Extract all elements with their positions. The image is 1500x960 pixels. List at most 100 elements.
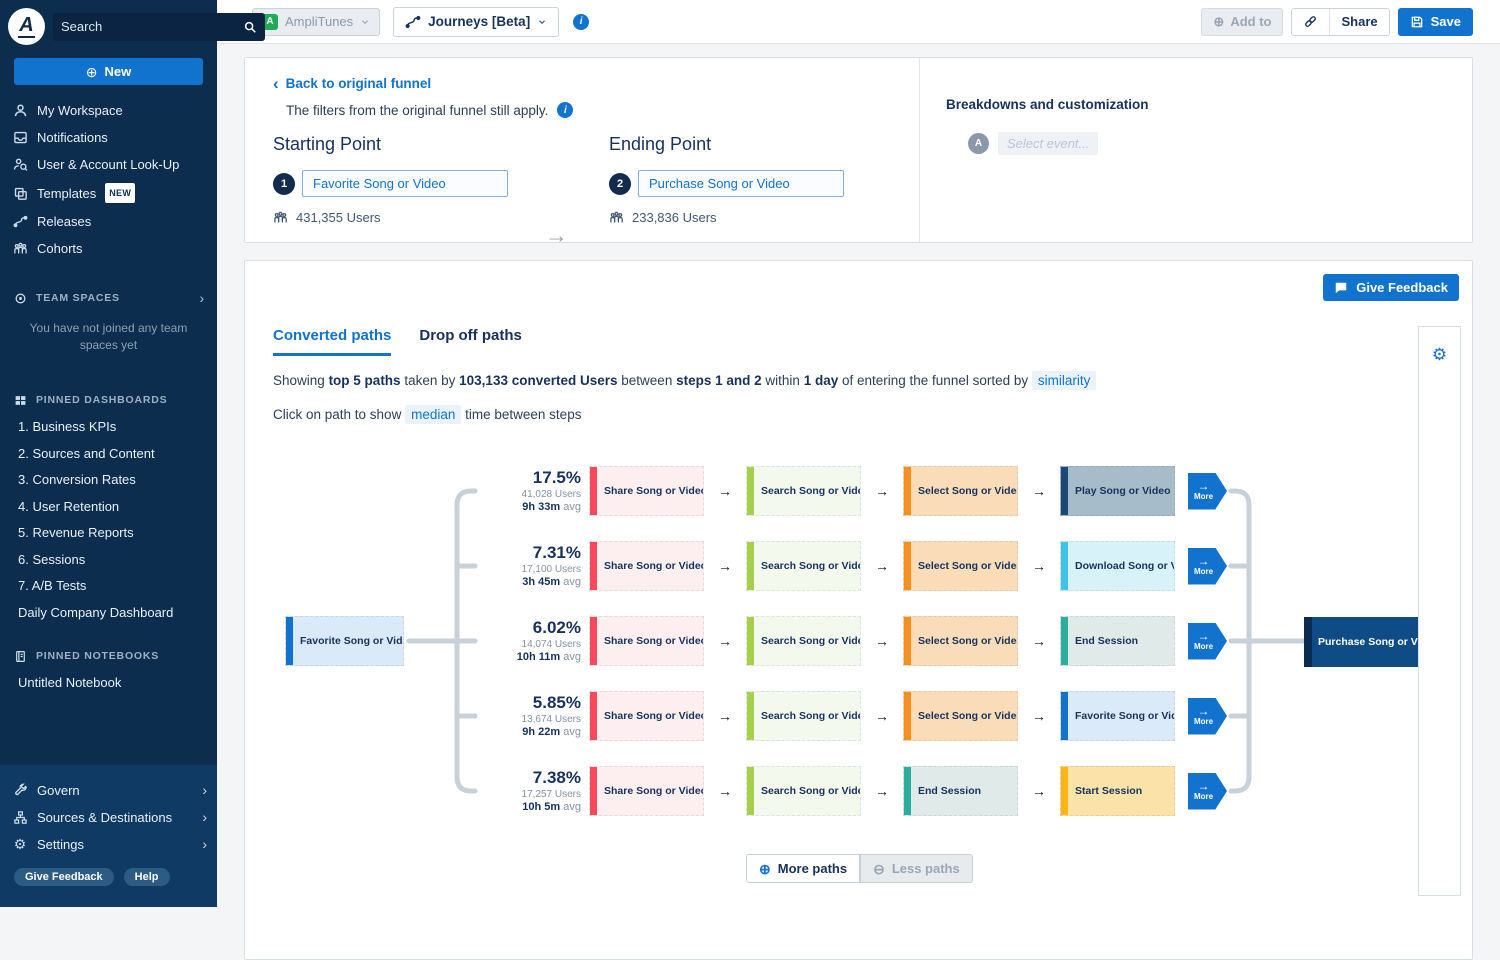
starting-event-input[interactable]: Favorite Song or Video — [302, 170, 508, 197]
more-button[interactable]: → More — [1188, 472, 1227, 510]
dashboard-item[interactable]: 6. Sessions — [18, 551, 86, 567]
path-node[interactable]: Select Song or Video — [903, 691, 1018, 741]
add-to-label: Add to — [1230, 14, 1272, 29]
sidebar-item-sources-destinations[interactable]: Sources & Destinations › — [0, 804, 217, 831]
team-spaces-header[interactable]: TEAM SPACES › — [0, 284, 217, 312]
journey-path-row[interactable]: 7.31% 17,100 Users 3h 45m avg Share Song… — [485, 541, 1227, 591]
journey-path-row[interactable]: 7.38% 17,257 Users 10h 5m avg Share Song… — [485, 766, 1227, 816]
more-label: More — [1193, 566, 1214, 576]
node-color-bar — [904, 617, 911, 665]
sidebar-item-notifications[interactable]: Notifications — [0, 124, 217, 151]
time-mode-selector[interactable]: median — [405, 405, 462, 424]
path-node[interactable]: Search Song or Video — [746, 766, 861, 816]
search-input[interactable] — [61, 19, 237, 34]
path-node[interactable]: Download Song or Video — [1060, 541, 1175, 591]
avatar: A — [968, 133, 989, 154]
sort-selector[interactable]: similarity — [1031, 371, 1097, 390]
info-icon[interactable]: i — [573, 13, 590, 30]
info-icon[interactable]: i — [557, 102, 574, 118]
path-node[interactable]: Search Song or Video — [746, 466, 861, 516]
path-node[interactable]: Search Song or Video — [746, 541, 861, 591]
journey-path-row[interactable]: 5.85% 13,674 Users 9h 22m avg Share Song… — [485, 691, 1227, 741]
back-to-funnel-link[interactable]: ‹ Back to original funnel — [273, 75, 431, 92]
select-event-input[interactable]: Select event... — [998, 132, 1099, 155]
ending-event-input[interactable]: Purchase Song or Video — [638, 170, 844, 197]
save-button[interactable]: Save — [1397, 7, 1473, 36]
more-button[interactable]: → More — [1188, 697, 1227, 735]
less-paths-button[interactable]: ⊖ Less paths — [860, 854, 973, 883]
path-node[interactable]: Search Song or Video — [746, 691, 861, 741]
sidebar-searchbox[interactable] — [53, 12, 265, 41]
path-node[interactable]: End Session — [1060, 616, 1175, 666]
node-color-bar — [1061, 692, 1068, 740]
paths-tabs: Converted paths Drop off paths — [273, 327, 522, 356]
path-time: 9h 33m — [522, 501, 561, 513]
dashboard-item[interactable]: 2. Sources and Content — [18, 445, 155, 461]
sidebar-item-settings[interactable]: ⚙ Settings › — [0, 831, 217, 858]
notebook-item[interactable]: Untitled Notebook — [18, 675, 122, 690]
team-spaces-empty-message: You have not joined any team spaces yet — [29, 321, 188, 352]
copy-link-button[interactable] — [1292, 8, 1331, 35]
share-button-group: Share — [1291, 7, 1390, 36]
give-feedback-button[interactable]: Give Feedback — [1323, 274, 1459, 301]
tab-drop-off-paths[interactable]: Drop off paths — [419, 327, 522, 344]
pinned-notebooks-header[interactable]: PINNED NOTEBOOKS — [0, 642, 217, 670]
path-stats: 6.02% 14,074 Users 10h 11m avg — [485, 617, 581, 665]
arrow-right-icon: → — [545, 222, 568, 248]
paths-count-controls: ⊕ More paths ⊖ Less paths — [746, 854, 973, 883]
dashboard-item[interactable]: Daily Company Dashboard — [18, 604, 174, 620]
path-percent: 6.02% — [532, 618, 581, 638]
path-node[interactable]: Search Song or Video — [746, 616, 861, 666]
add-to-button[interactable]: ⊕ Add to — [1201, 7, 1284, 36]
dashboard-item[interactable]: 7. A/B Tests — [18, 578, 87, 593]
path-node[interactable]: Select Song or Video — [903, 616, 1018, 666]
journey-path-row[interactable]: 6.02% 14,074 Users 10h 11m avg Share Son… — [485, 616, 1227, 666]
node-label: Select Song or Video — [918, 634, 1018, 647]
amplitude-logo[interactable]: A — [8, 8, 45, 45]
step-2-badge: 2 — [609, 172, 631, 195]
path-node[interactable]: Start Session — [1060, 766, 1175, 816]
path-node[interactable]: Share Song or Video — [589, 766, 704, 816]
sidebar-item-releases[interactable]: Releases — [0, 208, 217, 235]
gear-icon[interactable]: ⚙ — [1431, 345, 1448, 364]
arrow-right-icon: → — [1032, 633, 1046, 649]
path-node[interactable]: Share Song or Video — [589, 466, 704, 516]
give-feedback-pill-button[interactable]: Give Feedback — [14, 868, 114, 886]
dashboard-item[interactable]: 1. Business KPIs — [18, 419, 117, 434]
project-switcher-button[interactable]: A AmpliTunes — [252, 7, 381, 36]
path-node[interactable]: Share Song or Video — [589, 616, 704, 666]
new-button[interactable]: ⊕ New — [14, 58, 203, 85]
more-button[interactable]: → More — [1188, 772, 1227, 810]
path-node[interactable]: Share Song or Video — [589, 541, 704, 591]
share-button[interactable]: Share — [1330, 8, 1389, 35]
dashboard-item[interactable]: 5. Revenue Reports — [18, 525, 134, 540]
sidebar-item-cohorts[interactable]: Cohorts — [0, 235, 217, 262]
end-node[interactable]: Purchase Song or Video — [1304, 617, 1419, 667]
arrow-right-icon: → — [718, 558, 732, 574]
node-label: Search Song or Video — [761, 484, 861, 497]
tab-converted-paths[interactable]: Converted paths — [273, 327, 392, 356]
help-pill-button[interactable]: Help — [123, 868, 170, 886]
path-node[interactable]: Share Song or Video — [589, 691, 704, 741]
more-paths-button[interactable]: ⊕ More paths — [746, 854, 861, 883]
sidebar-item-user-account-lookup[interactable]: User & Account Look-Up — [0, 151, 217, 178]
path-node[interactable]: Play Song or Video — [1060, 466, 1175, 516]
journey-path-row[interactable]: 17.5% 41,028 Users 9h 33m avg Share Song… — [485, 466, 1227, 516]
more-button[interactable]: → More — [1188, 622, 1227, 660]
more-button[interactable]: → More — [1188, 547, 1227, 585]
pinned-dashboards-header[interactable]: PINNED DASHBOARDS — [0, 386, 217, 414]
sidebar-item-govern[interactable]: Govern › — [0, 777, 217, 804]
dashboard-item[interactable]: 3. Conversion Rates — [18, 472, 136, 487]
start-node[interactable]: Favorite Song or Video — [285, 616, 404, 666]
ending-point: Ending Point 2 Purchase Song or Video 23… — [609, 134, 844, 225]
sidebar-item-templates[interactable]: Templates NEW — [0, 178, 217, 208]
path-node[interactable]: Favorite Song or Video — [1060, 691, 1175, 741]
view-switcher-button[interactable]: Journeys [Beta] — [393, 6, 560, 37]
save-label: Save — [1430, 14, 1461, 29]
summary-text: between — [621, 373, 673, 388]
dashboard-item[interactable]: 4. User Retention — [18, 498, 120, 514]
sidebar-item-my-workspace[interactable]: My Workspace — [0, 97, 217, 124]
path-node[interactable]: Select Song or Video — [903, 541, 1018, 591]
path-node[interactable]: Select Song or Video — [903, 466, 1018, 516]
path-node[interactable]: End Session — [903, 766, 1018, 816]
